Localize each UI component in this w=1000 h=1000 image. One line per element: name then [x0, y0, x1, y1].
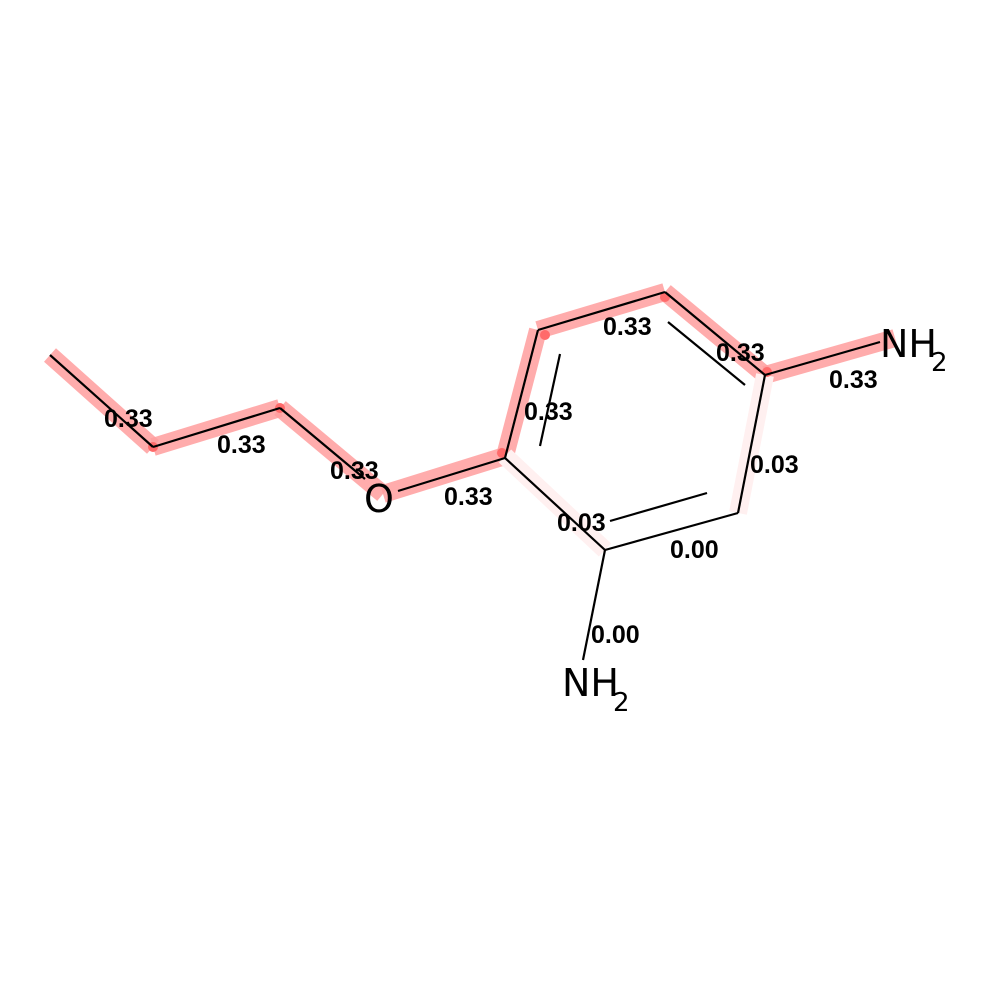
weight-label-layer: 0.33 0.33 0.33 0.33 0.33 0.33 0.33 0.33 …	[104, 313, 878, 649]
bond-c6-c7-inner	[667, 321, 746, 386]
weight-label-c9-n: 0.00	[591, 621, 640, 649]
bond-c9-n	[581, 549, 607, 661]
weight-label-o-c4: 0.33	[444, 483, 493, 511]
atom-amine-top-sub: 2	[931, 348, 948, 378]
atom-amine-bottom: NH	[562, 661, 619, 705]
atom-amine-bottom-main: NH	[562, 661, 619, 705]
atom-oxygen: O	[364, 477, 394, 521]
weight-label-c7-n: 0.33	[829, 366, 878, 394]
weight-label-c4-c5: 0.33	[524, 398, 573, 426]
highlight-bond-o-c4	[380, 447, 508, 503]
bond-layer	[49, 290, 881, 661]
weight-label-c7-c8: 0.03	[750, 451, 799, 479]
bond-c8-c9-inner	[609, 491, 708, 523]
bond-c4-c5-inner	[538, 353, 562, 447]
bond-c7-n	[764, 340, 881, 377]
bond-c7-c8	[736, 374, 767, 514]
weight-label-c5-c6: 0.33	[603, 313, 652, 341]
weight-label-c1-c2: 0.33	[104, 405, 153, 433]
highlight-layer	[44, 283, 898, 557]
bond-c2-c3	[152, 406, 281, 449]
bond-c1-c2	[49, 354, 154, 448]
bond-c5-c6	[537, 290, 666, 332]
atom-amine-top: NH	[880, 322, 937, 366]
weight-label-c2-c3: 0.33	[217, 431, 266, 459]
bond-c6-c7	[664, 291, 766, 376]
bond-c4-c5	[503, 329, 540, 459]
atom-label-layer: O NH 2 NH 2	[364, 322, 948, 718]
weight-label-c6-c7: 0.33	[716, 339, 765, 367]
highlight-atom-c4	[497, 448, 507, 458]
bond-c3-o	[279, 407, 366, 480]
weight-label-c8-c9: 0.00	[670, 536, 719, 564]
highlight-atom-c5	[540, 330, 550, 340]
bond-o-c4	[397, 456, 506, 493]
atom-amine-top-main: NH	[880, 322, 937, 366]
bond-c9-c4	[504, 457, 606, 551]
weight-label-c3-o: 0.33	[330, 457, 379, 485]
atom-amine-bottom-sub: 2	[613, 688, 630, 718]
bond-c8-c9	[604, 511, 739, 552]
weight-label-c9-c4: 0.03	[557, 509, 606, 537]
